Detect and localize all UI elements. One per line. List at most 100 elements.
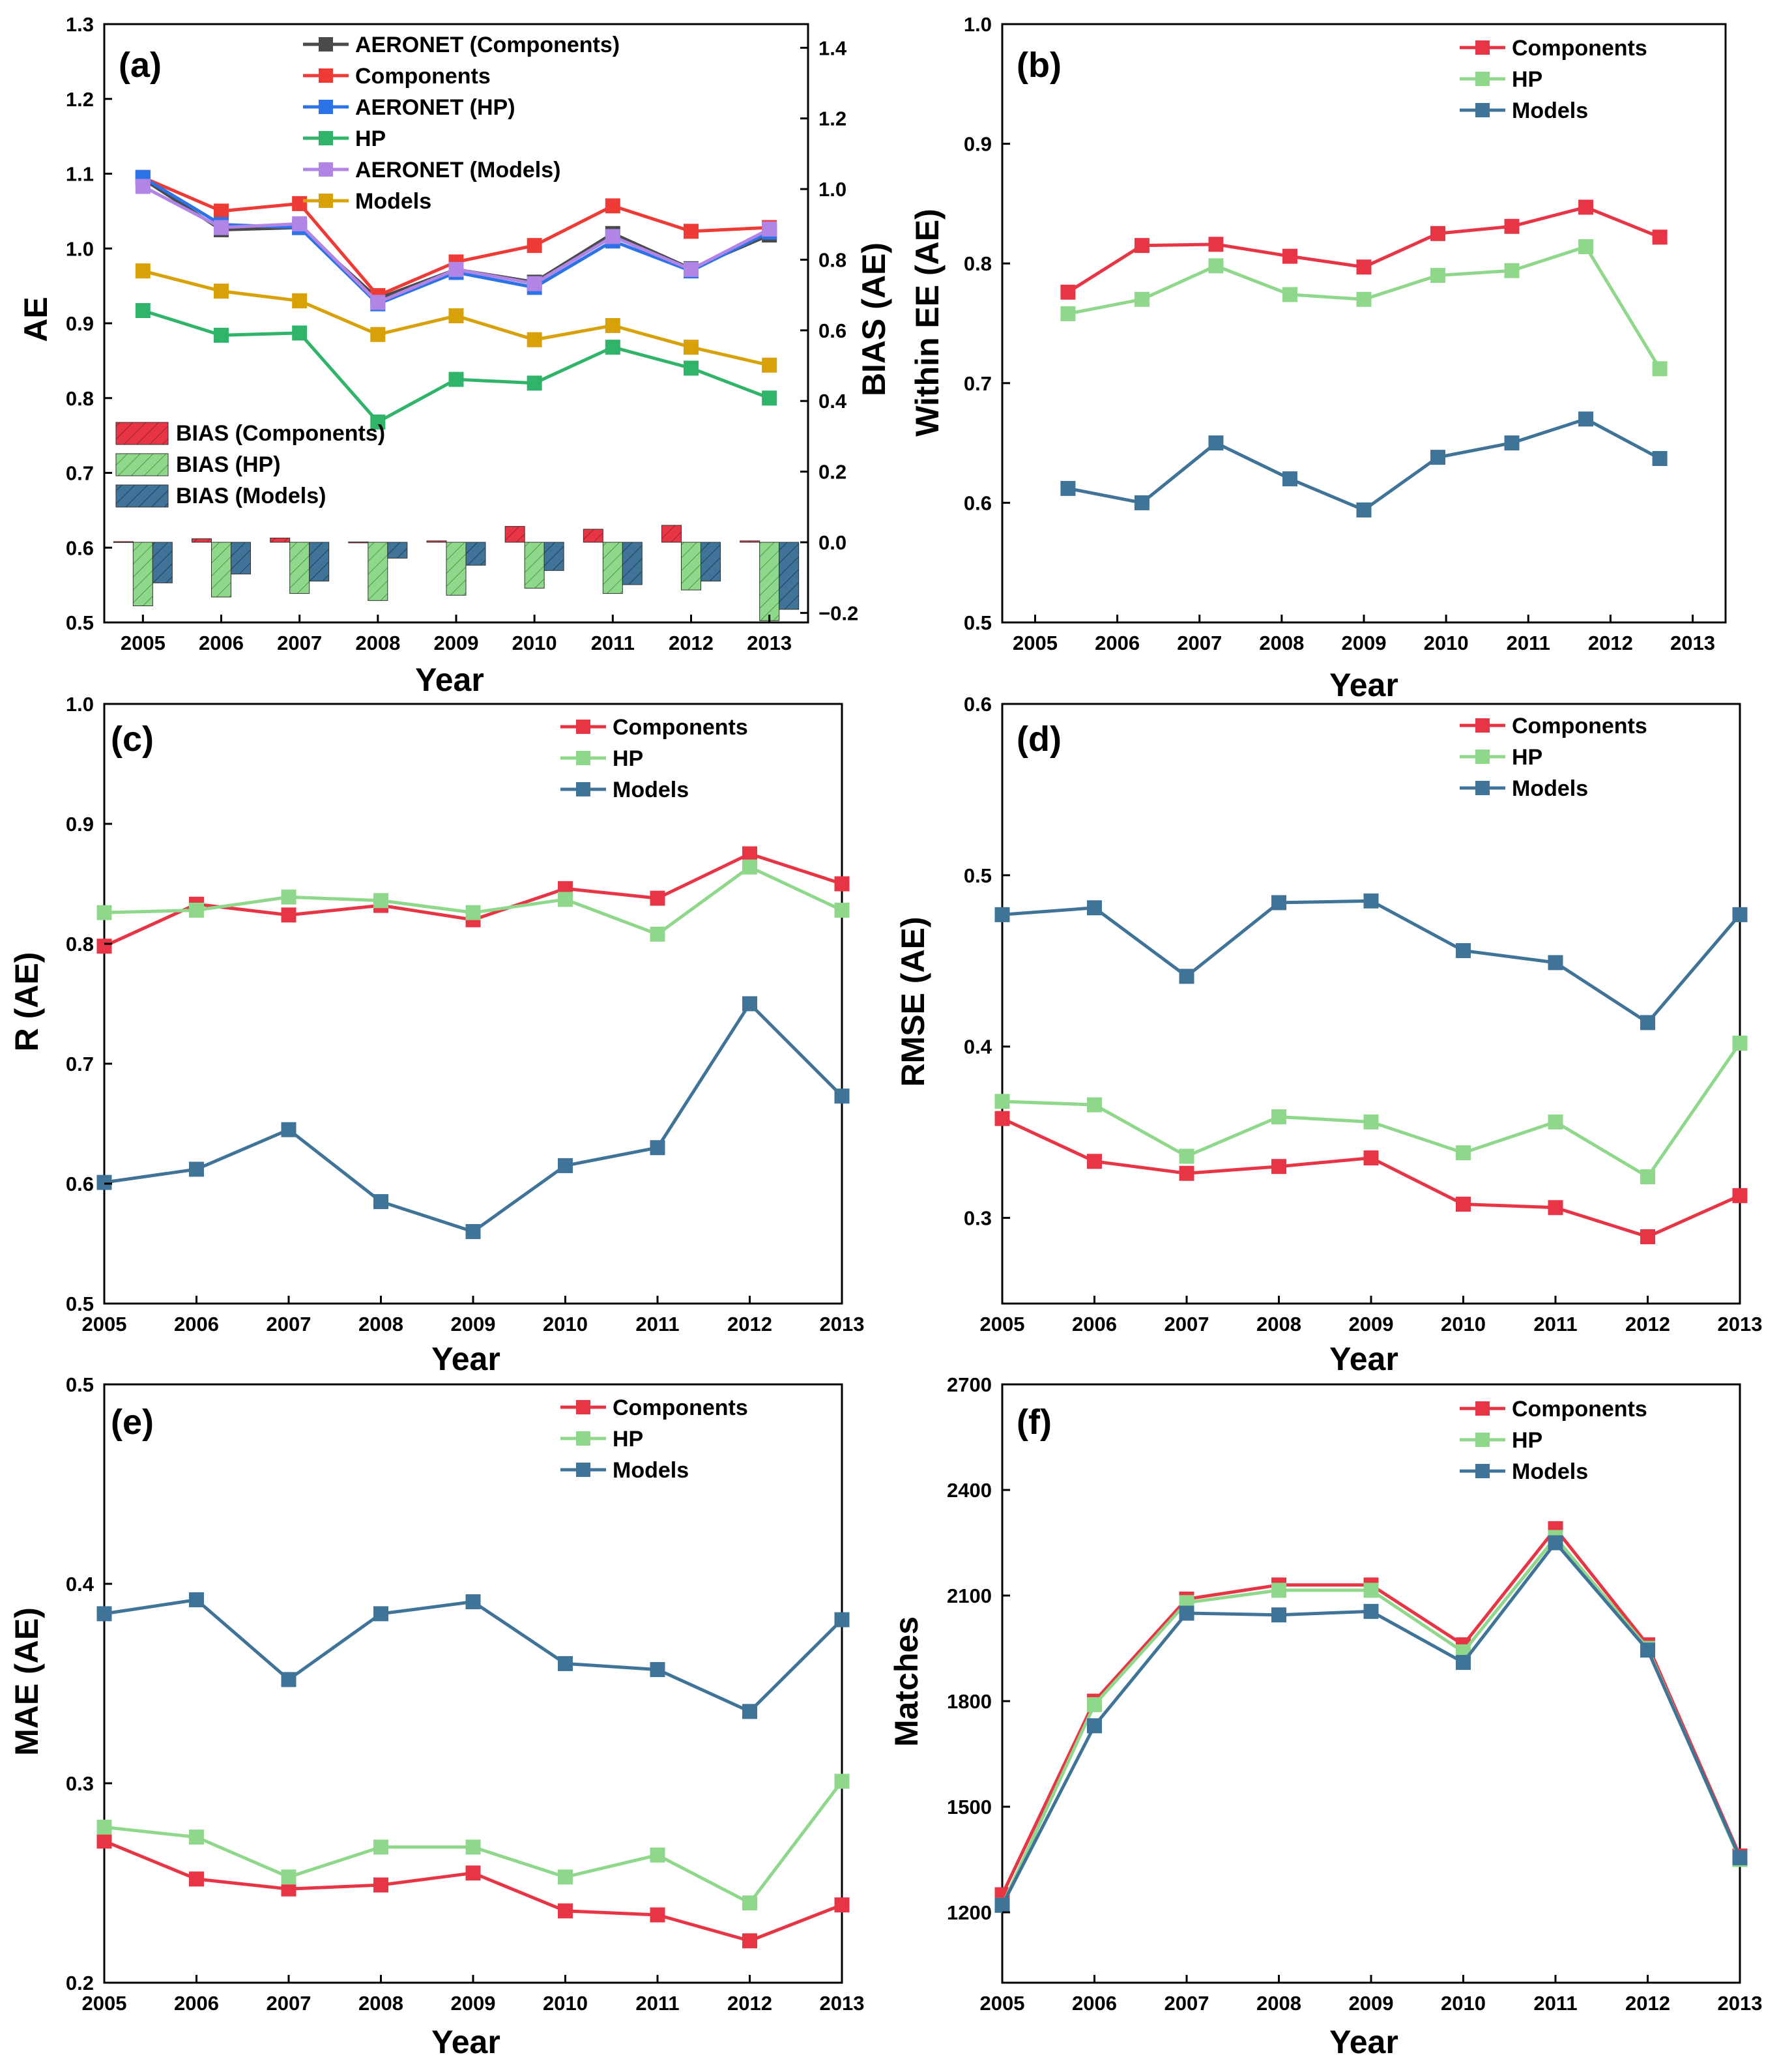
x-tick-label-2008: 2008 (358, 1313, 403, 1335)
x-tick-label-2005: 2005 (1013, 632, 1058, 654)
x-tick-label-2009: 2009 (434, 632, 479, 654)
y-tick-label-0.4: 0.4 (964, 1036, 992, 1058)
y-tick-label-0.5: 0.5 (66, 1292, 94, 1315)
point-hp-2011 (1548, 1114, 1563, 1130)
point-models-2007 (1208, 435, 1224, 451)
x-tick-label-2011: 2011 (591, 632, 635, 654)
series-line-models (104, 1002, 843, 1234)
panel-d-axes-layer (1001, 703, 1741, 1305)
x-tick-label-2013: 2013 (820, 1313, 865, 1335)
panel-d-xlabel: Year (1329, 1341, 1398, 1377)
point-models-2007 (281, 1122, 296, 1137)
point-hp-2007 (1208, 258, 1224, 274)
panel-e-legend: Components HP Models (560, 1395, 748, 1483)
x-tick-label-2009: 2009 (451, 1992, 496, 2015)
x-tick-label-2006: 2006 (174, 1313, 219, 1335)
point-hp-2011 (650, 1847, 665, 1863)
series-line-models (104, 1598, 843, 1714)
x-tick-label-2009: 2009 (451, 1313, 496, 1335)
legend-marker-hp (1475, 1433, 1490, 1447)
bias-bar-bias-models-2007 (309, 542, 330, 582)
point-components-2006 (1087, 1154, 1102, 1169)
point-components-2007 (292, 196, 308, 211)
series-line-aeronet-hp (142, 176, 770, 306)
point-models-2007 (1179, 1605, 1194, 1621)
point-models-2010 (1430, 450, 1446, 465)
point-components-2012 (1578, 199, 1594, 215)
legend-label-bias-models: BIAS (Models) (176, 484, 326, 508)
y-tick-label-0.7: 0.7 (964, 372, 992, 395)
y-tick-label-1.0: 1.0 (964, 13, 992, 36)
panel-d-label: (d) (1017, 720, 1062, 759)
bias-bar-bias-models-2009 (465, 542, 486, 566)
y-tick-label-0.8: 0.8 (66, 387, 94, 410)
y-tick-label-0.9: 0.9 (66, 312, 94, 335)
x-tick-label-2011: 2011 (1507, 632, 1550, 654)
y2-tick-label-7: 1.2 (818, 108, 846, 130)
panel-b-axes-layer (1001, 23, 1727, 624)
bias-bar-bias-hp-2009 (446, 542, 467, 596)
bias-bar-bias-models-2005 (152, 542, 173, 583)
x-tick-label-2009: 2009 (1349, 1313, 1394, 1335)
y-tick-label-0.2: 0.2 (66, 1972, 94, 1994)
point-models-2006 (214, 284, 229, 299)
point-models-2005 (135, 263, 151, 279)
panel-c-frame (103, 703, 843, 1305)
point-models-2011 (650, 1662, 665, 1678)
legend-label-components: Components (613, 1395, 748, 1420)
panel-a: 2005 2006 2007 2008 2009 2010 2011 2012 2013 0.5 0… (18, 13, 892, 698)
point-hp-2013 (834, 902, 850, 918)
point-models-2010 (558, 1656, 573, 1671)
point-models-2010 (1456, 1655, 1471, 1671)
legend-label-bias-hp: BIAS (HP) (176, 452, 281, 477)
legend-swatch-bias-components (115, 422, 169, 445)
point-components-2006 (189, 1871, 204, 1887)
panel-c-legend: Components HP Models (560, 715, 748, 802)
point-hp-2010 (558, 1869, 573, 1885)
x-tick-label-2007: 2007 (1164, 1313, 1209, 1335)
point-components-2012 (742, 846, 757, 862)
x-tick-label-2005: 2005 (980, 1992, 1025, 2015)
point-aeronet-models-2009 (448, 261, 464, 277)
x-tick-label-2013: 2013 (747, 632, 792, 654)
point-components-2013 (834, 876, 850, 892)
legend-marker-models (1475, 781, 1490, 795)
x-tick-label-2008: 2008 (355, 632, 400, 654)
x-tick-label-2008: 2008 (1256, 1992, 1301, 2015)
panel-e-ticks-layer: 2005 2006 2007 2008 2009 2010 2011 2012 2013 0.2 0… (66, 1373, 865, 2015)
bias-bar-bias-components-2012 (661, 525, 682, 543)
point-hp-2006 (214, 327, 229, 343)
legend-marker-aeronet-components (319, 37, 333, 51)
point-hp-2010 (1430, 268, 1446, 284)
point-hp-2009 (465, 1839, 481, 1855)
y2-tick-label-1: 0.0 (818, 531, 846, 554)
point-aeronet-models-2006 (214, 220, 229, 235)
point-components-2010 (527, 238, 542, 254)
bias-bar-bias-hp-2010 (524, 542, 545, 589)
point-hp-2012 (1640, 1169, 1655, 1184)
point-models-2009 (465, 1594, 481, 1610)
point-components-2013 (1732, 1188, 1748, 1203)
point-hp-2008 (1282, 287, 1297, 302)
y-tick-label-0.3: 0.3 (66, 1772, 94, 1795)
panel-b-ylabel: Within EE (AE) (909, 209, 946, 437)
point-models-2011 (1504, 435, 1520, 451)
y-tick-label-2700: 2700 (947, 1373, 992, 1396)
panel-f-label: (f) (1017, 1403, 1052, 1442)
legend-marker-models (1475, 103, 1490, 117)
point-hp-2006 (189, 902, 204, 918)
y2-tick-label-2: 0.2 (818, 461, 846, 484)
legend-marker-hp (1475, 72, 1490, 86)
point-models-2011 (605, 317, 620, 333)
point-models-2013 (1732, 907, 1748, 922)
panel-b: 2005 2006 2007 2008 2009 2010 2011 2012 2013 0.5 0… (909, 13, 1727, 703)
point-hp-2013 (1732, 1035, 1748, 1051)
point-hp-2012 (742, 859, 757, 875)
legend-label-hp: HP (613, 1427, 643, 1452)
y-tick-label-1200: 1200 (947, 1901, 992, 1924)
point-components-2011 (650, 1907, 665, 1923)
point-hp-2012 (742, 1895, 757, 1911)
legend-marker-aeronet-hp (319, 100, 333, 114)
x-tick-label-2010: 2010 (543, 1992, 588, 2015)
point-models-2007 (1179, 969, 1194, 984)
